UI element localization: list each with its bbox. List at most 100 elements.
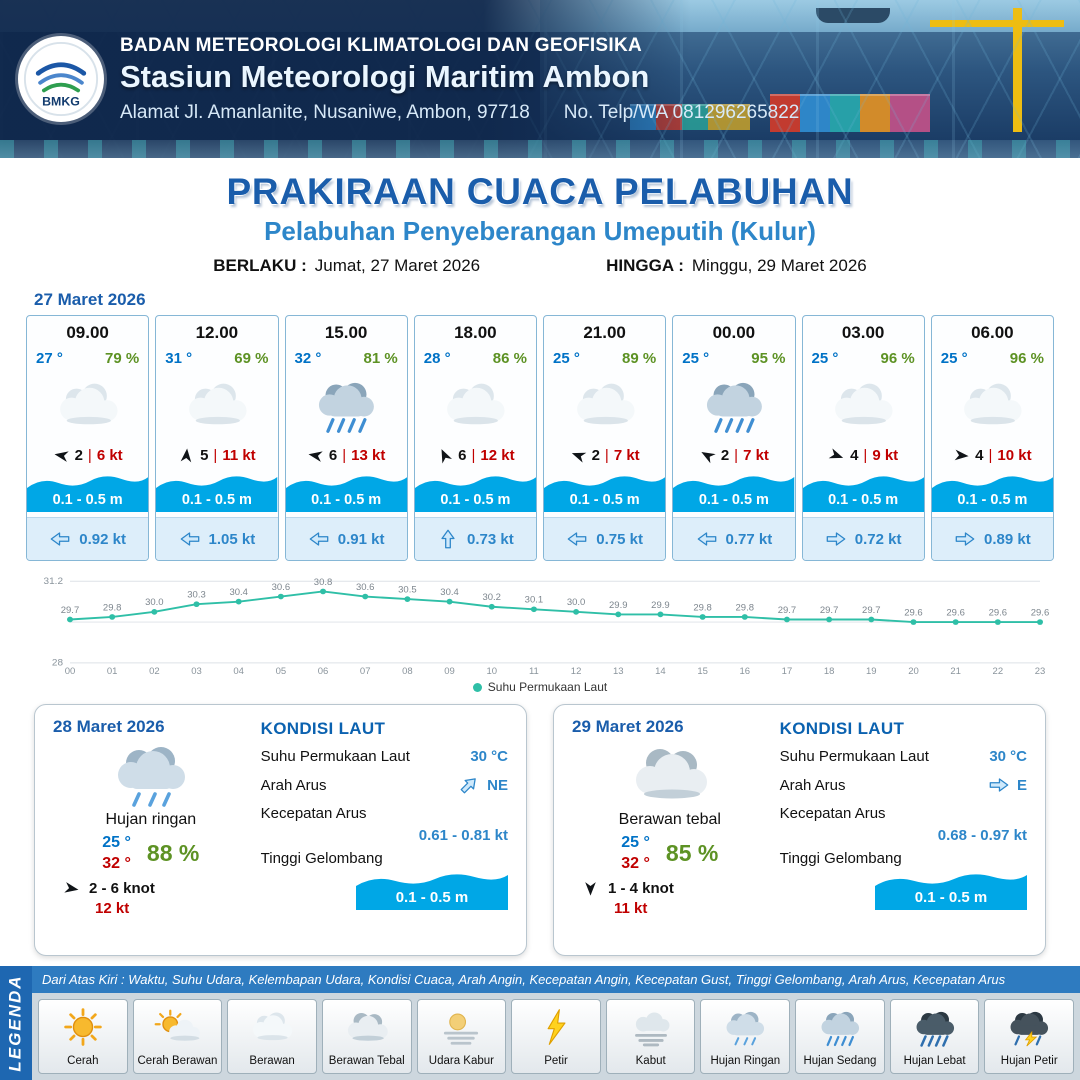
legend-item: Hujan Petir [984, 999, 1075, 1074]
temp-max: 32 ° [102, 855, 131, 872]
hourly-forecast-section: 27 Maret 2026 09.00 27 ° 79 % 2 | 6 kt 0… [0, 290, 1080, 561]
valid-from-label: BERLAKU : [213, 256, 307, 275]
forecast-time: 09.00 [66, 323, 109, 342]
svg-text:30.6: 30.6 [356, 582, 374, 592]
org-name: BADAN METEOROLOGI KLIMATOLOGI DAN GEOFIS… [120, 34, 643, 56]
current-row: 0.92 kt [27, 517, 149, 560]
legend-marker-dot [472, 682, 482, 692]
wind-speed: 2 [720, 446, 730, 464]
wave-height: 0.1 - 0.5 m [311, 492, 382, 508]
wave-graphic [544, 476, 666, 512]
wind-row: 2 | 7 kt [673, 440, 794, 470]
terminal-strip [0, 140, 1080, 158]
separator: | [604, 446, 609, 464]
gust-speed: 13 kt [351, 446, 386, 464]
temp-humidity-row: 31 ° 69 % [156, 346, 277, 370]
chart-legend: Suhu Permukaan Laut [30, 680, 1050, 694]
wind-speed: 5 [200, 446, 209, 464]
forecast-card: 06.00 25 ° 96 % 4 | 10 kt 0.1 - 0.5 m 0.… [930, 315, 1054, 561]
svg-text:01: 01 [107, 666, 118, 676]
sea-conditions: KONDISI LAUT Suhu Permukaan Laut 30 °C A… [261, 717, 508, 943]
legend-label: Cerah [67, 1055, 99, 1067]
sst-value: 30 °C [989, 748, 1027, 765]
svg-text:03: 03 [191, 666, 202, 676]
station-phone: No. Telp/WA 081296265822 [563, 101, 800, 123]
legend-item: Berawan Tebal [321, 999, 412, 1074]
title-block: PRAKIRAAN CUACA PELABUHAN Pelabuhan Peny… [0, 158, 1080, 290]
svg-text:21: 21 [950, 666, 961, 676]
chart-legend-label: Suhu Permukaan Laut [487, 680, 608, 694]
outlook-section: 28 Maret 2026 Hujan ringan 25 ° 32 ° 88 … [0, 694, 1080, 956]
svg-text:18: 18 [824, 666, 835, 676]
legend-weather-icon [149, 1007, 205, 1047]
wind-speed: 4 [975, 446, 984, 464]
sea-conditions-title: KONDISI LAUT [260, 719, 386, 738]
legend-weather-icon [717, 1007, 773, 1047]
current-direction-icon [454, 769, 485, 800]
humidity: 96 % [1009, 349, 1044, 367]
wind-direction-icon [306, 445, 326, 465]
bmkg-logo: BMKG [18, 36, 104, 122]
sst-value: 30 °C [470, 748, 508, 765]
forecast-card: 03.00 25 ° 96 % 4 | 9 kt 0.1 - 0.5 m 0.7… [801, 315, 925, 561]
legend-item: Kabut [605, 999, 696, 1074]
temp-min: 25 ° [102, 834, 131, 851]
current-speed: 0.91 kt [337, 530, 385, 548]
legend-weather-icon [244, 1007, 300, 1047]
legend-label: Petir [544, 1055, 568, 1067]
svg-text:11: 11 [529, 666, 539, 676]
valid-from-value: Jumat, 27 Maret 2026 [314, 256, 481, 275]
current-direction-icon [825, 528, 847, 550]
current-speed-value: 0.68 - 0.97 kt [937, 827, 1027, 844]
humidity: 81 % [363, 349, 398, 367]
legend-note: Dari Atas Kiri : Waktu, Suhu Udara, Kele… [32, 966, 1080, 993]
weather-condition-icon [305, 376, 387, 434]
gust-speed: 10 kt [997, 446, 1032, 464]
svg-text:29.8: 29.8 [736, 603, 754, 613]
header-shade [0, 0, 692, 158]
weather-icon [156, 370, 277, 440]
legend-section: LEGENDA Dari Atas Kiri : Waktu, Suhu Uda… [0, 966, 1080, 1080]
forecast-card: 18.00 28 ° 86 % 6 | 12 kt 0.1 - 0.5 m 0.… [413, 315, 537, 561]
sst-label: Suhu Permukaan Laut [260, 748, 410, 765]
current-speed-row: Kecepatan Arus 0.61 - 0.81 kt [261, 805, 508, 844]
wave-height-band: 0.1 - 0.5 m [544, 472, 666, 512]
gust-speed: 6 kt [96, 446, 123, 464]
sea-conditions-title: KONDISI LAUT [779, 719, 905, 738]
svg-text:30.1: 30.1 [525, 595, 543, 605]
forecast-time: 15.00 [324, 323, 368, 342]
crane [930, 8, 1064, 132]
svg-text:12: 12 [571, 666, 582, 676]
sst-row: Suhu Permukaan Laut 30 °C [261, 748, 508, 765]
legend-weather-icon [339, 1007, 395, 1047]
svg-text:13: 13 [613, 666, 624, 676]
svg-text:30.4: 30.4 [440, 587, 458, 597]
sea-conditions: KONDISI LAUT Suhu Permukaan Laut 30 °C A… [780, 717, 1027, 943]
wind-direction-icon [177, 446, 195, 464]
current-row: 0.91 kt [285, 517, 407, 560]
weather-condition: Berawan tebal [618, 811, 721, 828]
outlook-weather: 29 Maret 2026 Berawan tebal 25 ° 32 ° 85… [572, 717, 768, 943]
ship-silhouette [816, 8, 890, 23]
svg-text:08: 08 [402, 666, 413, 676]
valid-to-label: HINGGA : [606, 256, 684, 275]
legend-label: Udara Kabur [428, 1055, 494, 1067]
svg-text:30.8: 30.8 [314, 577, 332, 587]
wave-graphic [414, 476, 536, 512]
current-speed-value: 0.61 - 0.81 kt [418, 827, 508, 844]
gust-speed: 12 kt [95, 900, 130, 917]
temperature: 25 ° [553, 349, 580, 367]
station-address: Alamat Jl. Amanlanite, Nusaniwe, Ambon, … [120, 101, 530, 123]
wave-height: 0.1 - 0.5 m [957, 492, 1028, 508]
svg-text:29.7: 29.7 [820, 605, 838, 615]
outlook-card: 29 Maret 2026 Berawan tebal 25 ° 32 ° 85… [553, 704, 1046, 956]
temp-humidity-row: 32 ° 81 % [286, 346, 407, 370]
sst-row: Suhu Permukaan Laut 30 °C [780, 748, 1027, 765]
current-direction-icon [566, 528, 588, 550]
wave-graphic [27, 476, 149, 512]
sst-line-chart: 28 31.2 29.7 00 29.8 01 30.0 02 30.3 03 30.4 04 30.6… [44, 576, 1050, 676]
temperature: 25 ° [682, 349, 710, 367]
current-row: 0.77 kt [673, 517, 795, 560]
svg-text:06: 06 [318, 666, 329, 676]
legend-weather-icon [433, 1007, 489, 1047]
